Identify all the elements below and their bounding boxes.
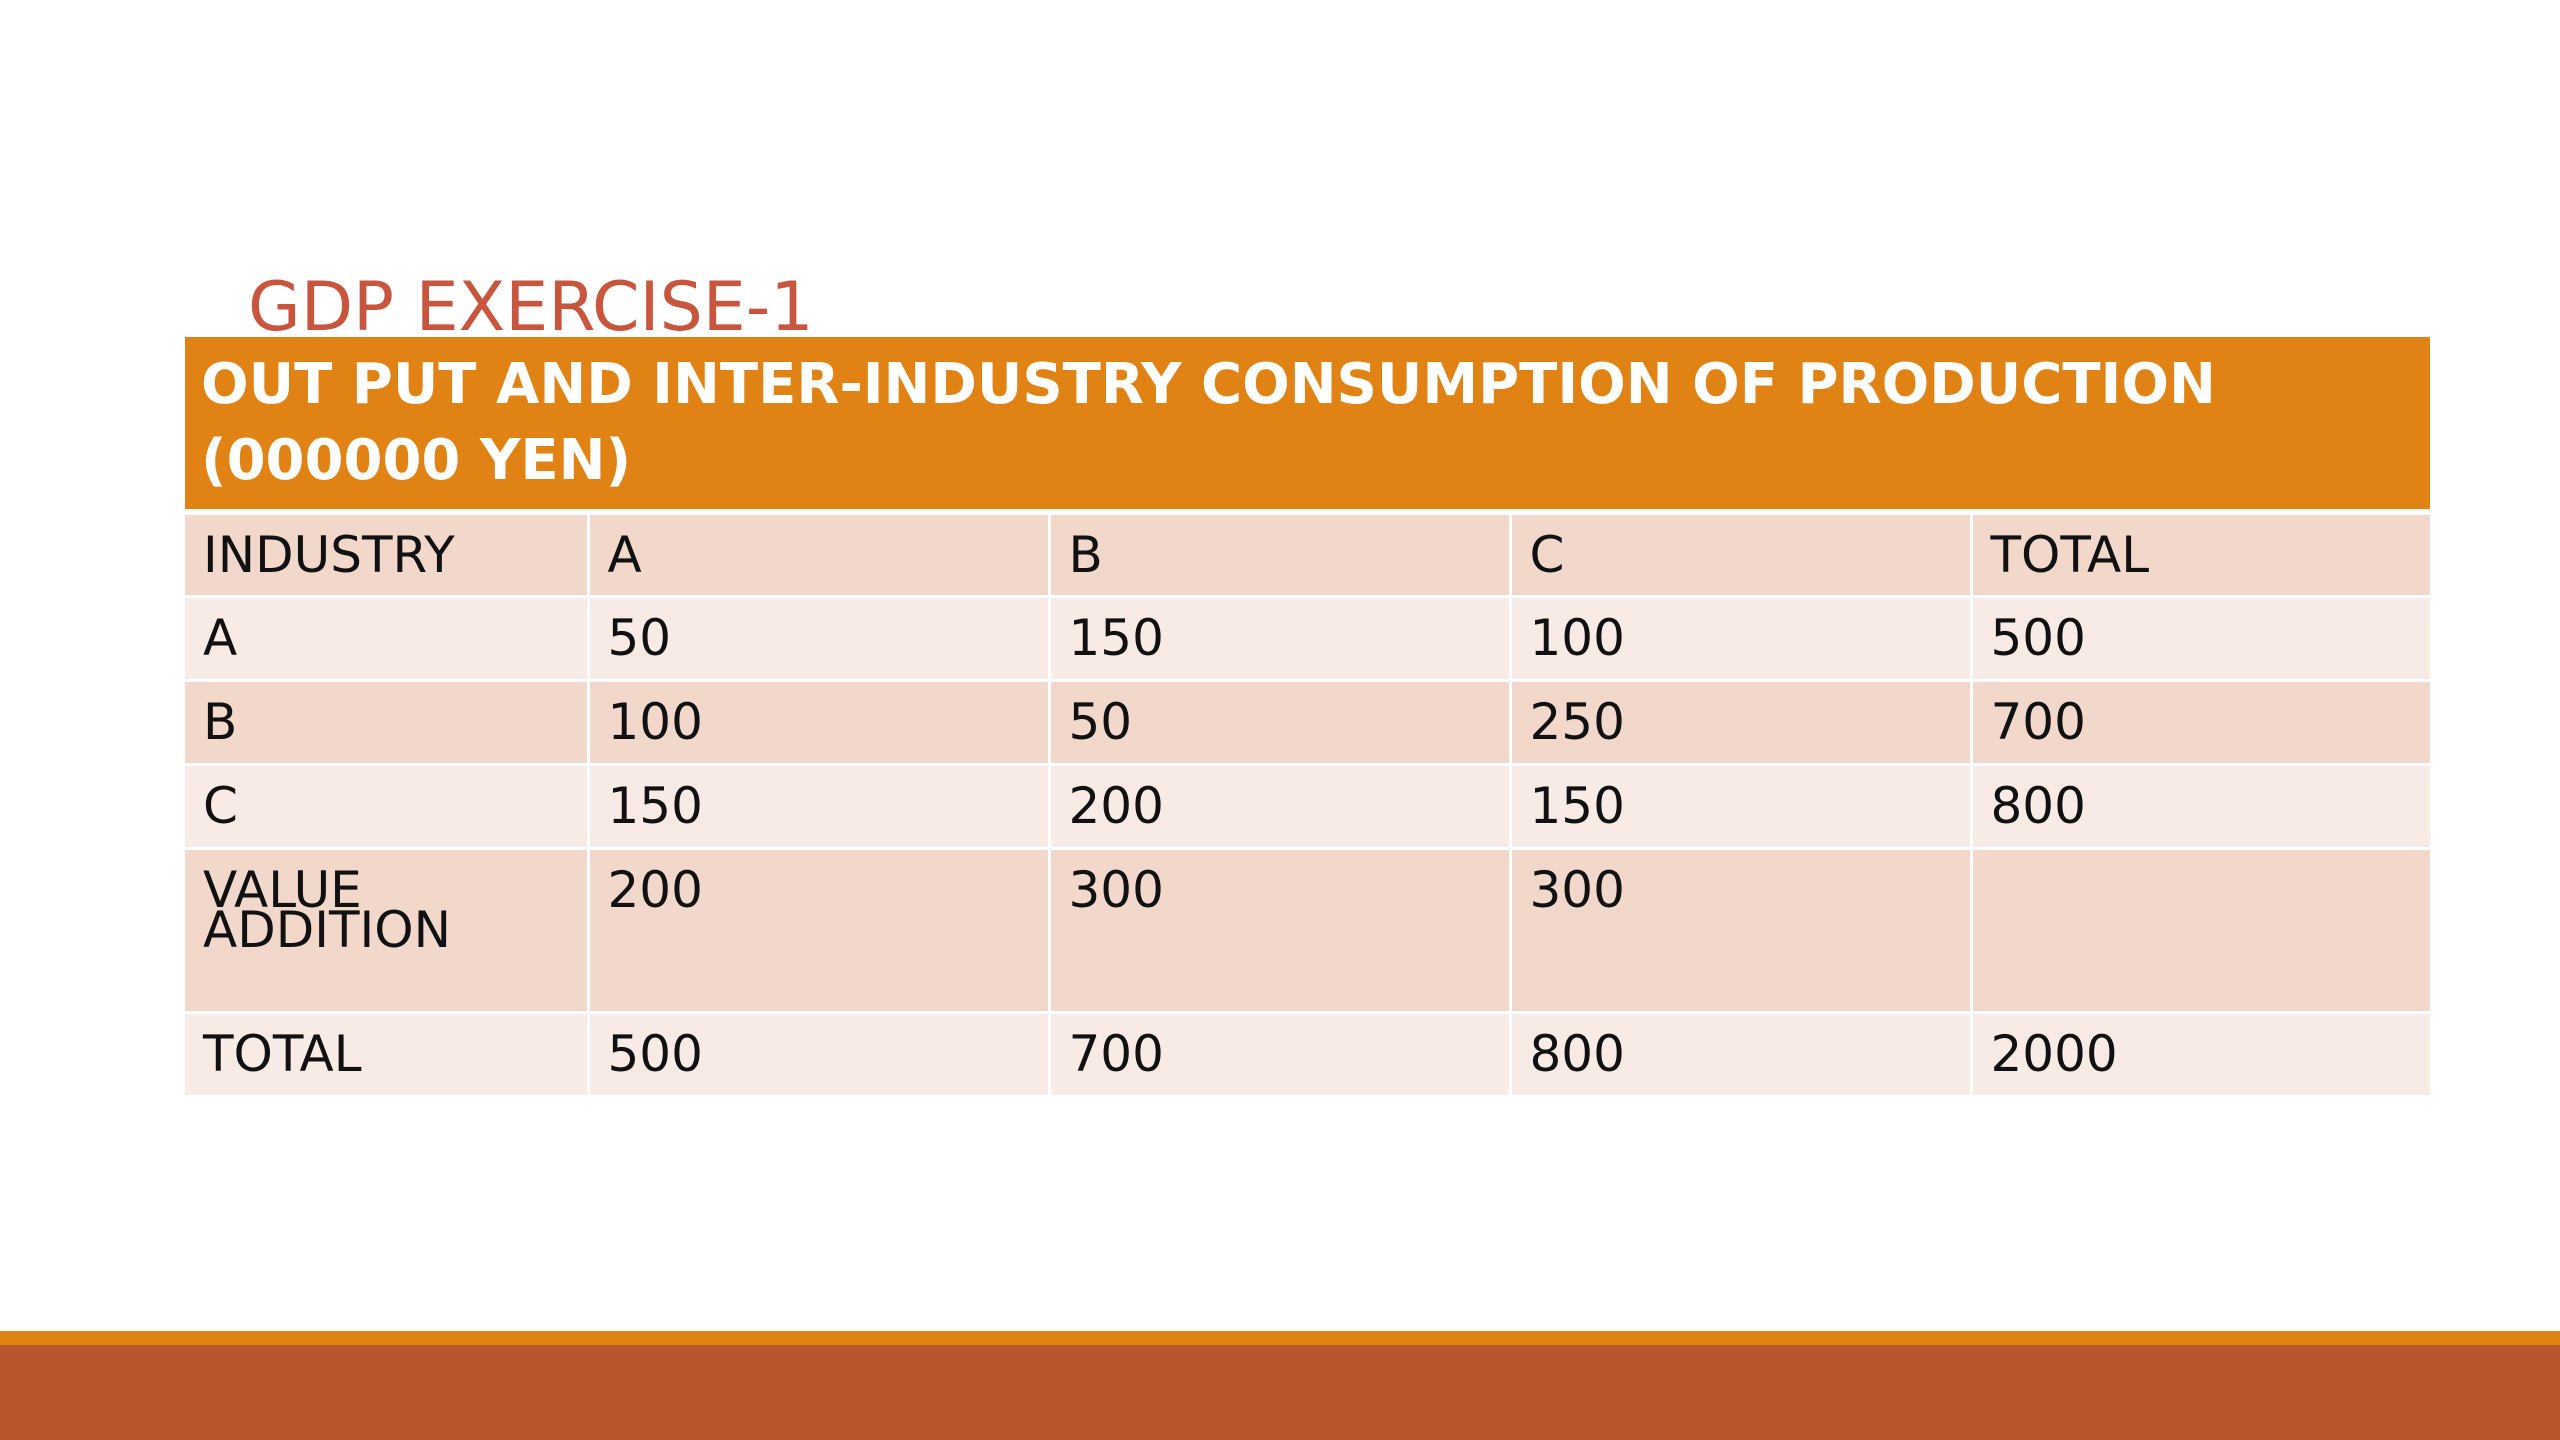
column-header-industry: INDUSTRY bbox=[185, 512, 590, 598]
table-row: A 50 150 100 500 bbox=[185, 596, 2431, 682]
table-cell: 150 bbox=[1047, 596, 1512, 682]
row-label: B bbox=[185, 680, 590, 766]
column-header-c: C bbox=[1508, 512, 1973, 598]
table-cell: 800 bbox=[1508, 1012, 1973, 1098]
table-cell: 700 bbox=[1047, 1012, 1512, 1098]
slide-title: GDP EXERCISE-1 bbox=[248, 268, 814, 347]
table-cell: 50 bbox=[1047, 680, 1512, 766]
footer-bar bbox=[0, 1345, 2560, 1440]
table-row: C 150 200 150 800 bbox=[185, 764, 2431, 850]
table-cell: 50 bbox=[586, 596, 1051, 682]
table-cell: 150 bbox=[1508, 764, 1973, 850]
column-header-total: TOTAL bbox=[1969, 512, 2431, 598]
data-table: OUT PUT AND INTER-INDUSTRY CONSUMPTION O… bbox=[185, 337, 2431, 1098]
column-header-b: B bbox=[1047, 512, 1512, 598]
table-cell: 150 bbox=[586, 764, 1051, 850]
table-cell: 2000 bbox=[1969, 1012, 2431, 1098]
table-row: VALUE ADDITION 200 300 300 bbox=[185, 848, 2431, 1014]
column-header-row: INDUSTRY A B C TOTAL bbox=[185, 512, 2431, 598]
column-header-a: A bbox=[586, 512, 1051, 598]
table-cell: 200 bbox=[586, 848, 1051, 1014]
footer-accent-stripe bbox=[0, 1331, 2560, 1345]
table-cell: 300 bbox=[1047, 848, 1512, 1014]
table-cell: 200 bbox=[1047, 764, 1512, 850]
table-cell: 100 bbox=[1508, 596, 1973, 682]
table-cell: 300 bbox=[1508, 848, 1973, 1014]
row-label: C bbox=[185, 764, 590, 850]
table-caption: OUT PUT AND INTER-INDUSTRY CONSUMPTION O… bbox=[185, 337, 2431, 515]
table-row: B 100 50 250 700 bbox=[185, 680, 2431, 766]
row-label: A bbox=[185, 596, 590, 682]
row-label: VALUE ADDITION bbox=[185, 848, 590, 1014]
table-cell: 800 bbox=[1969, 764, 2431, 850]
table-caption-row: OUT PUT AND INTER-INDUSTRY CONSUMPTION O… bbox=[185, 337, 2431, 515]
table-cell: 100 bbox=[586, 680, 1051, 766]
table-cell: 500 bbox=[586, 1012, 1051, 1098]
row-label: TOTAL bbox=[185, 1012, 590, 1098]
table-container: OUT PUT AND INTER-INDUSTRY CONSUMPTION O… bbox=[185, 337, 2431, 1098]
table-cell: 700 bbox=[1969, 680, 2431, 766]
table-cell: 250 bbox=[1508, 680, 1973, 766]
table-cell: 500 bbox=[1969, 596, 2431, 682]
table-cell bbox=[1969, 848, 2431, 1014]
table-row: TOTAL 500 700 800 2000 bbox=[185, 1012, 2431, 1098]
